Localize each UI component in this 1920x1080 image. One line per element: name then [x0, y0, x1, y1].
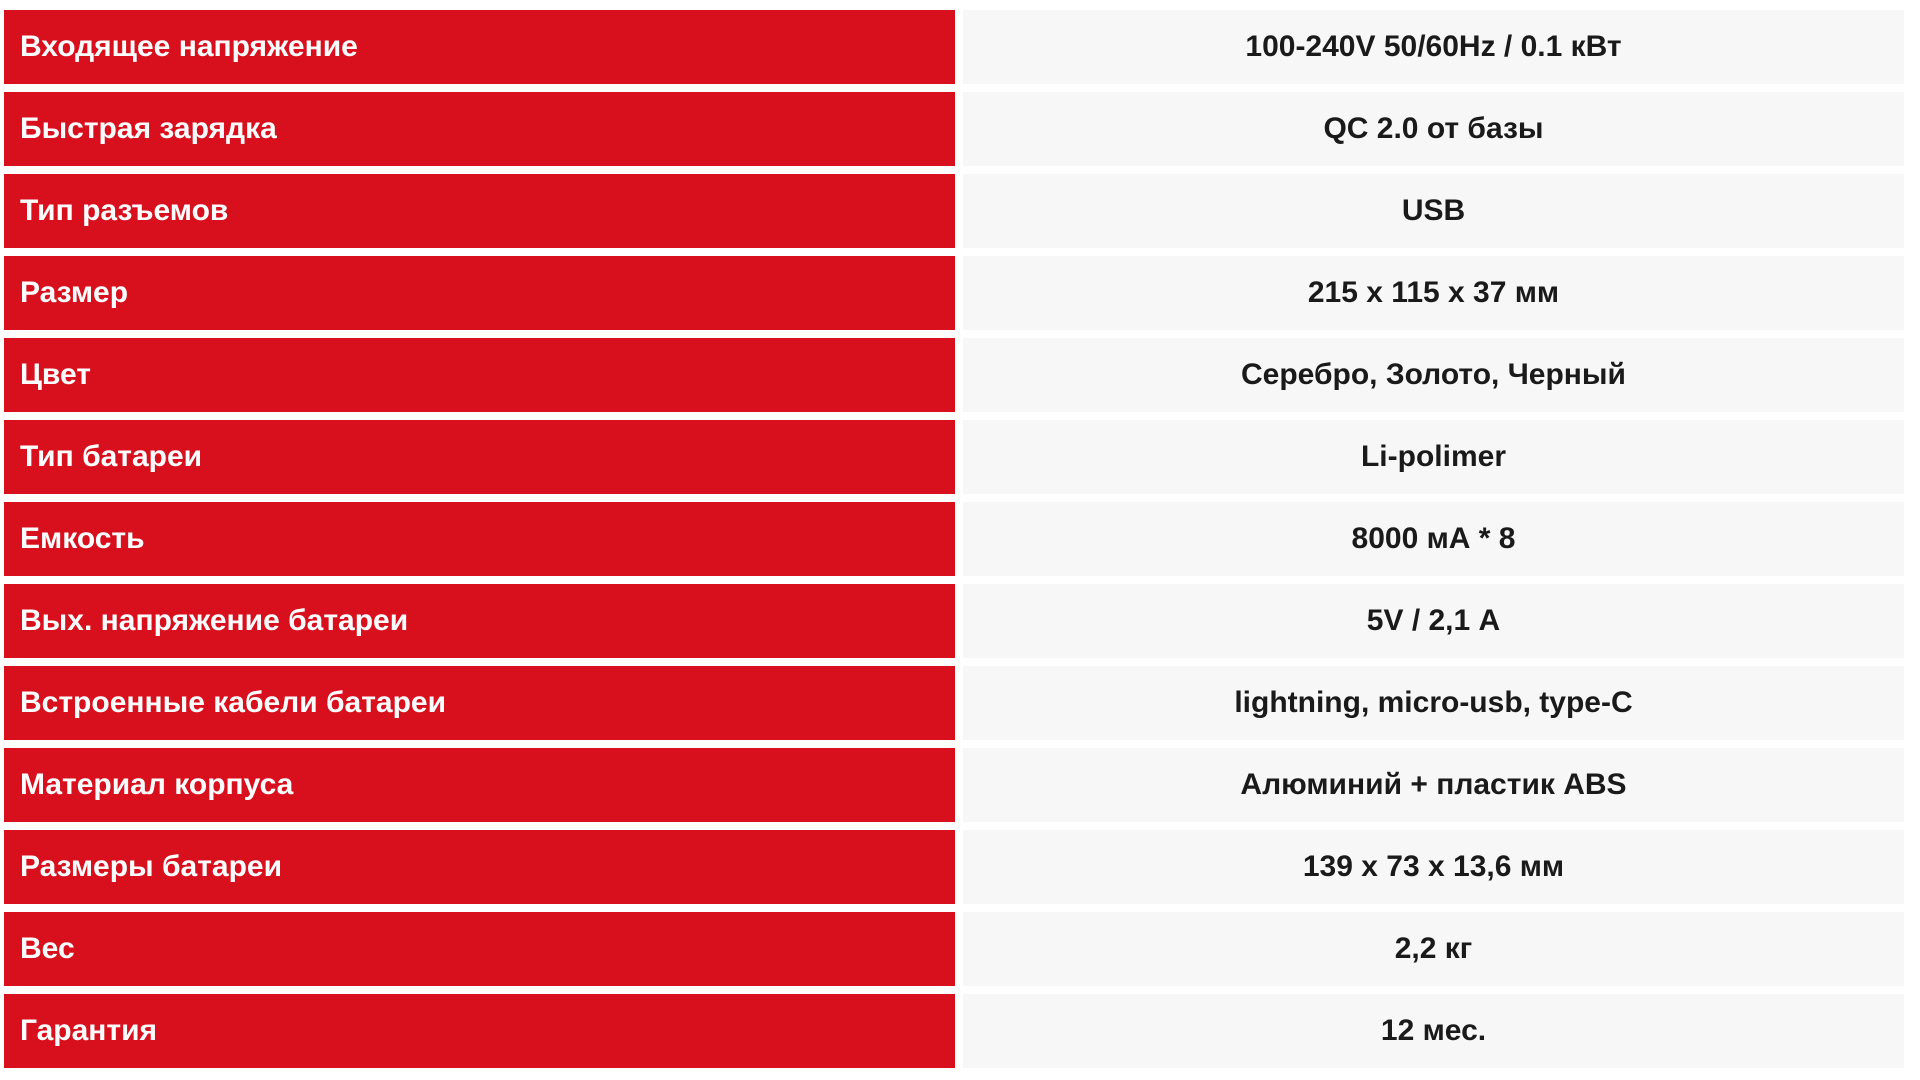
spec-value: 2,2 кг	[963, 912, 1904, 986]
spec-label: Размер	[4, 256, 955, 330]
spec-label: Быстрая зарядка	[4, 92, 955, 166]
table-row: Емкость 8000 мА * 8	[4, 502, 1904, 576]
spec-value: USB	[963, 174, 1904, 248]
spec-label: Материал корпуса	[4, 748, 955, 822]
spec-value: lightning, micro-usb, type-C	[963, 666, 1904, 740]
table-row: Вых. напряжение батареи 5V / 2,1 А	[4, 584, 1904, 658]
table-row: Быстрая зарядка QC 2.0 от базы	[4, 92, 1904, 166]
spec-value: 139 x 73 x 13,6 мм	[963, 830, 1904, 904]
spec-value: 215 x 115 x 37 мм	[963, 256, 1904, 330]
spec-value: 5V / 2,1 А	[963, 584, 1904, 658]
table-row: Тип разъемов USB	[4, 174, 1904, 248]
table-row: Тип батареи Li-polimer	[4, 420, 1904, 494]
spec-value: QC 2.0 от базы	[963, 92, 1904, 166]
table-row: Встроенные кабели батареи lightning, micr…	[4, 666, 1904, 740]
table-row: Входящее напряжение 100-240V 50/60Hz / 0.…	[4, 10, 1904, 84]
table-row: Размер 215 x 115 x 37 мм	[4, 256, 1904, 330]
spec-value: 8000 мА * 8	[963, 502, 1904, 576]
spec-label: Встроенные кабели батареи	[4, 666, 955, 740]
spec-label: Вых. напряжение батареи	[4, 584, 955, 658]
spec-label: Емкость	[4, 502, 955, 576]
spec-table: Входящее напряжение 100-240V 50/60Hz / 0.…	[4, 10, 1904, 1068]
spec-label: Вес	[4, 912, 955, 986]
table-row: Материал корпуса Алюминий + пластик ABS	[4, 748, 1904, 822]
table-row: Вес 2,2 кг	[4, 912, 1904, 986]
spec-value: 12 мес.	[963, 994, 1904, 1068]
spec-label: Гарантия	[4, 994, 955, 1068]
table-row: Гарантия 12 мес.	[4, 994, 1904, 1068]
spec-label: Размеры батареи	[4, 830, 955, 904]
spec-value: Li-polimer	[963, 420, 1904, 494]
spec-label: Тип разъемов	[4, 174, 955, 248]
spec-label: Цвет	[4, 338, 955, 412]
spec-value: Алюминий + пластик ABS	[963, 748, 1904, 822]
spec-label: Тип батареи	[4, 420, 955, 494]
table-row: Цвет Серебро, Золото, Черный	[4, 338, 1904, 412]
spec-value: Серебро, Золото, Черный	[963, 338, 1904, 412]
spec-label: Входящее напряжение	[4, 10, 955, 84]
spec-value: 100-240V 50/60Hz / 0.1 кВт	[963, 10, 1904, 84]
table-row: Размеры батареи 139 x 73 x 13,6 мм	[4, 830, 1904, 904]
